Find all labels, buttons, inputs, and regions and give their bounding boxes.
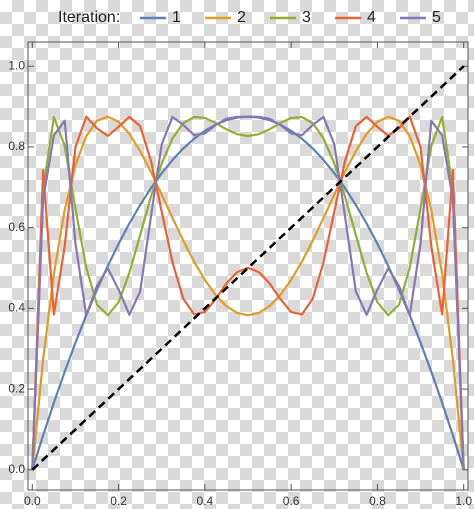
- series-line: [31, 115, 465, 470]
- x-tick-label: 0.4: [197, 494, 214, 508]
- series-line: [31, 115, 465, 471]
- y-tick-label: 0.2: [8, 381, 25, 395]
- legend-label: 3: [302, 9, 311, 26]
- series-line: [31, 115, 465, 470]
- x-tick-label: 0.2: [110, 494, 127, 508]
- plot-frame: [27, 41, 469, 491]
- legend-label: 5: [432, 9, 441, 26]
- legend-label: 1: [172, 9, 181, 26]
- legend-title: Iteration:: [58, 9, 120, 26]
- y-tick-label: 0.6: [8, 220, 25, 234]
- reference-line: [31, 65, 465, 471]
- y-tick-label: 0.4: [8, 301, 25, 315]
- y-tick-label: 0.8: [8, 139, 25, 153]
- x-tick-label: 0.8: [369, 494, 386, 508]
- series-line: [31, 115, 465, 470]
- legend-label: 4: [367, 9, 376, 26]
- y-tick-label: 0.0: [8, 462, 25, 476]
- x-tick-label: 0.6: [283, 494, 300, 508]
- legend-label: 2: [237, 9, 246, 26]
- series-line: [31, 115, 465, 470]
- x-tick-label: 1.0: [455, 494, 472, 508]
- x-tick-label: 0.0: [24, 494, 41, 508]
- y-tick-label: 1.0: [8, 58, 25, 72]
